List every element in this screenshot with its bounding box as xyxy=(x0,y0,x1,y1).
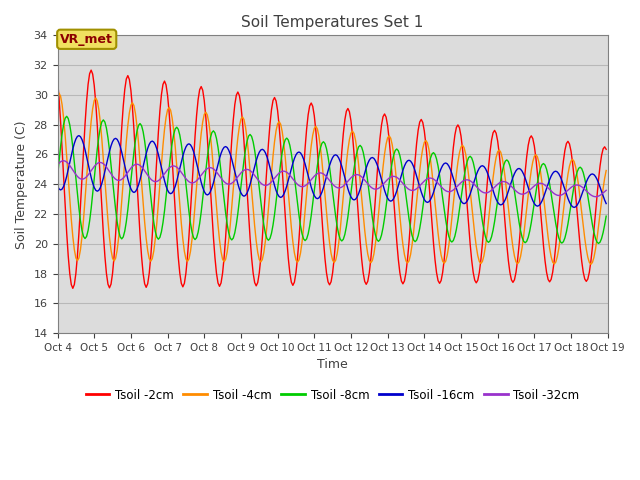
Tsoil -8cm xyxy=(595,240,602,246)
Tsoil -4cm xyxy=(237,116,244,122)
Tsoil -2cm xyxy=(87,67,95,73)
Title: Soil Temperatures Set 1: Soil Temperatures Set 1 xyxy=(241,15,424,30)
Tsoil -8cm xyxy=(602,213,610,219)
Tsoil -32cm xyxy=(54,162,61,168)
Tsoil -2cm xyxy=(54,77,61,83)
Tsoil -16cm xyxy=(75,133,83,139)
Tsoil -4cm xyxy=(219,256,227,262)
Tsoil -2cm xyxy=(248,255,255,261)
Tsoil -4cm xyxy=(55,90,63,96)
Tsoil -8cm xyxy=(54,174,61,180)
Tsoil -16cm xyxy=(295,149,303,155)
Tsoil -8cm xyxy=(246,132,254,137)
Tsoil -2cm xyxy=(124,73,132,79)
Tsoil -4cm xyxy=(587,261,595,267)
Tsoil -32cm xyxy=(246,168,254,173)
Tsoil -16cm xyxy=(219,147,227,153)
Tsoil -2cm xyxy=(575,227,582,233)
Tsoil -32cm xyxy=(60,158,67,164)
Tsoil -8cm xyxy=(295,212,303,218)
Tsoil -4cm xyxy=(122,139,130,144)
Tsoil -2cm xyxy=(69,286,77,291)
Tsoil -16cm xyxy=(570,204,578,210)
Tsoil -4cm xyxy=(573,172,581,178)
Tsoil -32cm xyxy=(295,183,303,189)
Tsoil -32cm xyxy=(237,170,244,176)
Line: Tsoil -2cm: Tsoil -2cm xyxy=(58,70,606,288)
Tsoil -4cm xyxy=(295,257,303,263)
Tsoil -8cm xyxy=(237,184,244,190)
Tsoil -16cm xyxy=(237,190,244,196)
Tsoil -8cm xyxy=(219,183,227,189)
Tsoil -4cm xyxy=(602,168,610,173)
Tsoil -2cm xyxy=(297,214,305,220)
Tsoil -2cm xyxy=(239,118,246,124)
Tsoil -32cm xyxy=(122,171,130,177)
Tsoil -4cm xyxy=(54,93,61,99)
Tsoil -2cm xyxy=(602,146,610,152)
Tsoil -8cm xyxy=(63,113,70,119)
Tsoil -2cm xyxy=(220,255,228,261)
X-axis label: Time: Time xyxy=(317,359,348,372)
Tsoil -32cm xyxy=(591,194,599,200)
Text: VR_met: VR_met xyxy=(60,33,113,46)
Y-axis label: Soil Temperature (C): Soil Temperature (C) xyxy=(15,120,28,249)
Tsoil -8cm xyxy=(122,219,130,225)
Tsoil -32cm xyxy=(602,188,610,193)
Tsoil -16cm xyxy=(122,169,130,175)
Line: Tsoil -16cm: Tsoil -16cm xyxy=(58,136,606,207)
Line: Tsoil -8cm: Tsoil -8cm xyxy=(58,116,606,243)
Tsoil -4cm xyxy=(246,168,254,174)
Tsoil -8cm xyxy=(573,169,581,175)
Tsoil -16cm xyxy=(54,183,61,189)
Tsoil -32cm xyxy=(219,177,227,183)
Tsoil -32cm xyxy=(573,182,581,188)
Tsoil -16cm xyxy=(602,201,610,206)
Tsoil -16cm xyxy=(575,200,582,205)
Legend: Tsoil -2cm, Tsoil -4cm, Tsoil -8cm, Tsoil -16cm, Tsoil -32cm: Tsoil -2cm, Tsoil -4cm, Tsoil -8cm, Tsoi… xyxy=(81,384,584,406)
Line: Tsoil -32cm: Tsoil -32cm xyxy=(58,161,606,197)
Line: Tsoil -4cm: Tsoil -4cm xyxy=(58,93,606,264)
Tsoil -16cm xyxy=(246,181,254,187)
